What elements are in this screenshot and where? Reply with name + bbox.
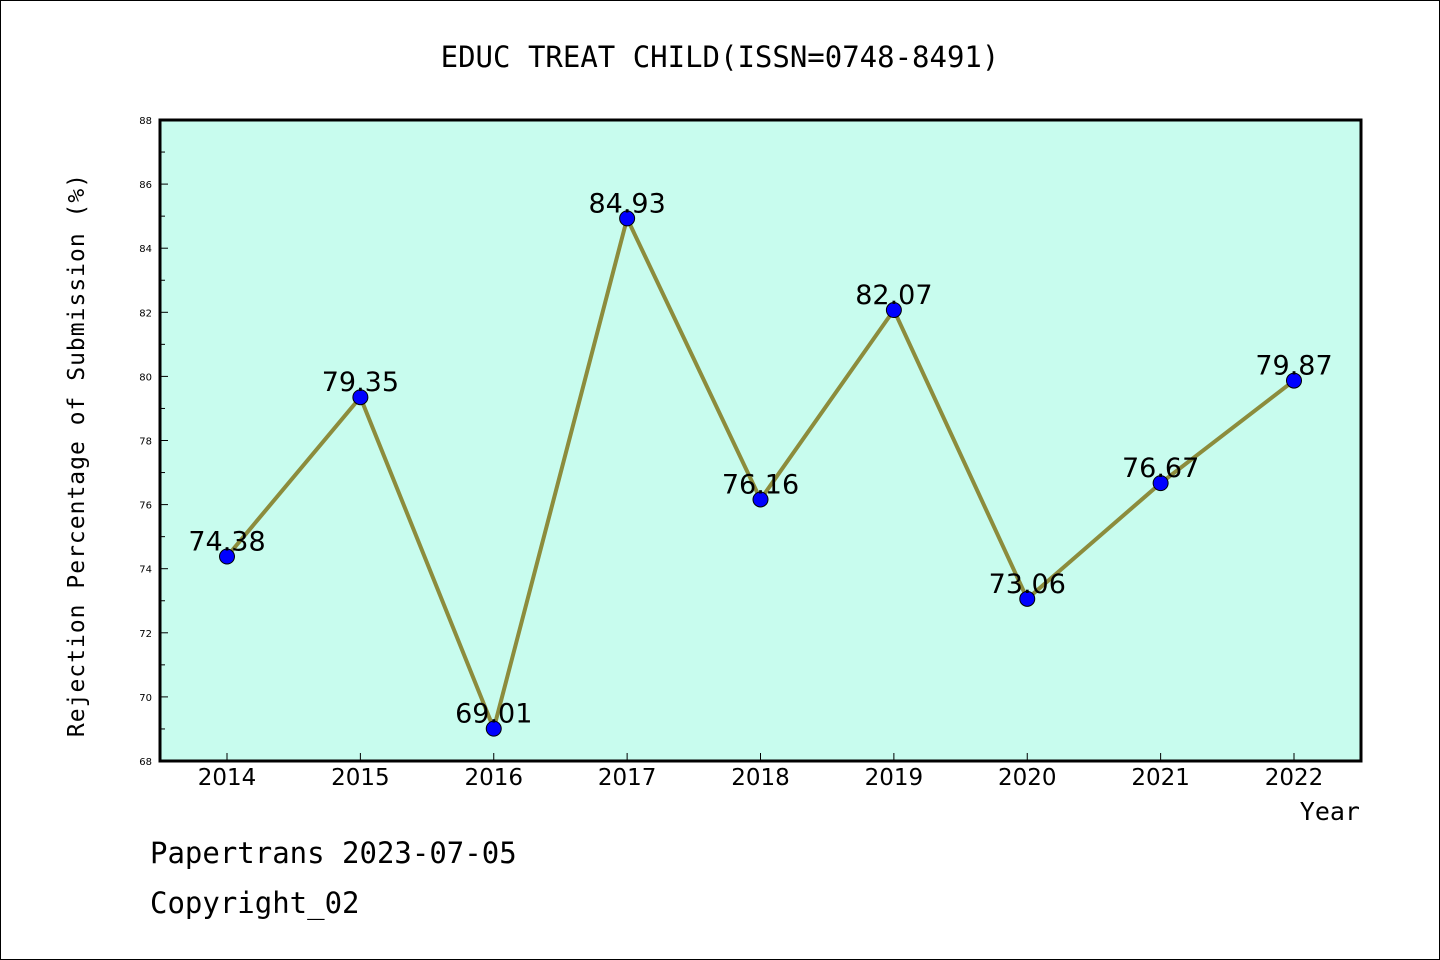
y-tick-label: 88	[139, 116, 152, 127]
data-point	[752, 491, 769, 508]
data-point	[352, 389, 369, 406]
x-tick-label: 2019	[865, 765, 924, 791]
data-label: 79.87	[1255, 351, 1332, 382]
footer-date: Papertrans 2023-07-05	[150, 836, 517, 870]
data-label: 74.38	[188, 527, 265, 558]
data-point	[1286, 372, 1302, 389]
x-axis-label: Year	[1300, 797, 1360, 826]
y-tick-label: 80	[139, 372, 152, 383]
plot-border	[158, 118, 1363, 763]
x-tick-label: 2022	[1265, 765, 1324, 791]
y-axis-label: Rejection Percentage of Submission (%)	[64, 173, 90, 737]
footer-copyright: Copyright_02	[150, 886, 360, 920]
plot-area	[160, 120, 1361, 761]
y-tick-label: 84	[139, 244, 152, 255]
data-point	[1152, 475, 1169, 492]
data-label: 84.93	[588, 188, 665, 219]
x-tick-label: 2016	[464, 765, 523, 791]
y-axis: 68 70 72 74 76 78 80 82 84 86 88	[139, 116, 168, 768]
y-tick-label: 86	[139, 180, 152, 191]
data-label: 69.01	[455, 699, 532, 730]
x-tick-label: 2018	[731, 765, 790, 791]
y-tick-label: 78	[139, 437, 152, 448]
x-axis: 2014 2015 2016 2017 2018 2019 2020 2021 2022	[198, 753, 1324, 791]
y-tick-label: 76	[139, 501, 152, 512]
y-tick-label: 68	[139, 757, 152, 768]
x-tick-label: 2021	[1131, 765, 1190, 791]
data-label: 79.35	[322, 367, 399, 398]
data-point	[619, 210, 636, 227]
data-point	[485, 720, 502, 737]
chart-title: EDUC TREAT CHILD(ISSN=0748-8491)	[441, 40, 1000, 74]
x-tick-label: 2015	[331, 765, 390, 791]
x-tick-label: 2020	[998, 765, 1057, 791]
y-tick-label: 72	[139, 629, 152, 640]
x-tick-label: 2014	[198, 765, 257, 791]
y-tick-label: 82	[139, 308, 152, 319]
data-label: 76.67	[1122, 453, 1199, 484]
x-tick-label: 2017	[598, 765, 657, 791]
data-label-layer: 74.38 79.35 69.01 84.93 76.16 82.07 73.06 76.67…	[188, 188, 1332, 729]
data-label: 82.07	[855, 280, 932, 311]
data-point	[885, 302, 902, 319]
y-tick-label: 70	[139, 693, 152, 704]
data-label: 73.06	[989, 569, 1066, 600]
y-tick-label: 74	[139, 565, 152, 576]
data-point	[1019, 590, 1036, 607]
series-layer	[219, 210, 1302, 737]
data-point	[219, 548, 235, 565]
data-label: 76.16	[722, 469, 799, 500]
